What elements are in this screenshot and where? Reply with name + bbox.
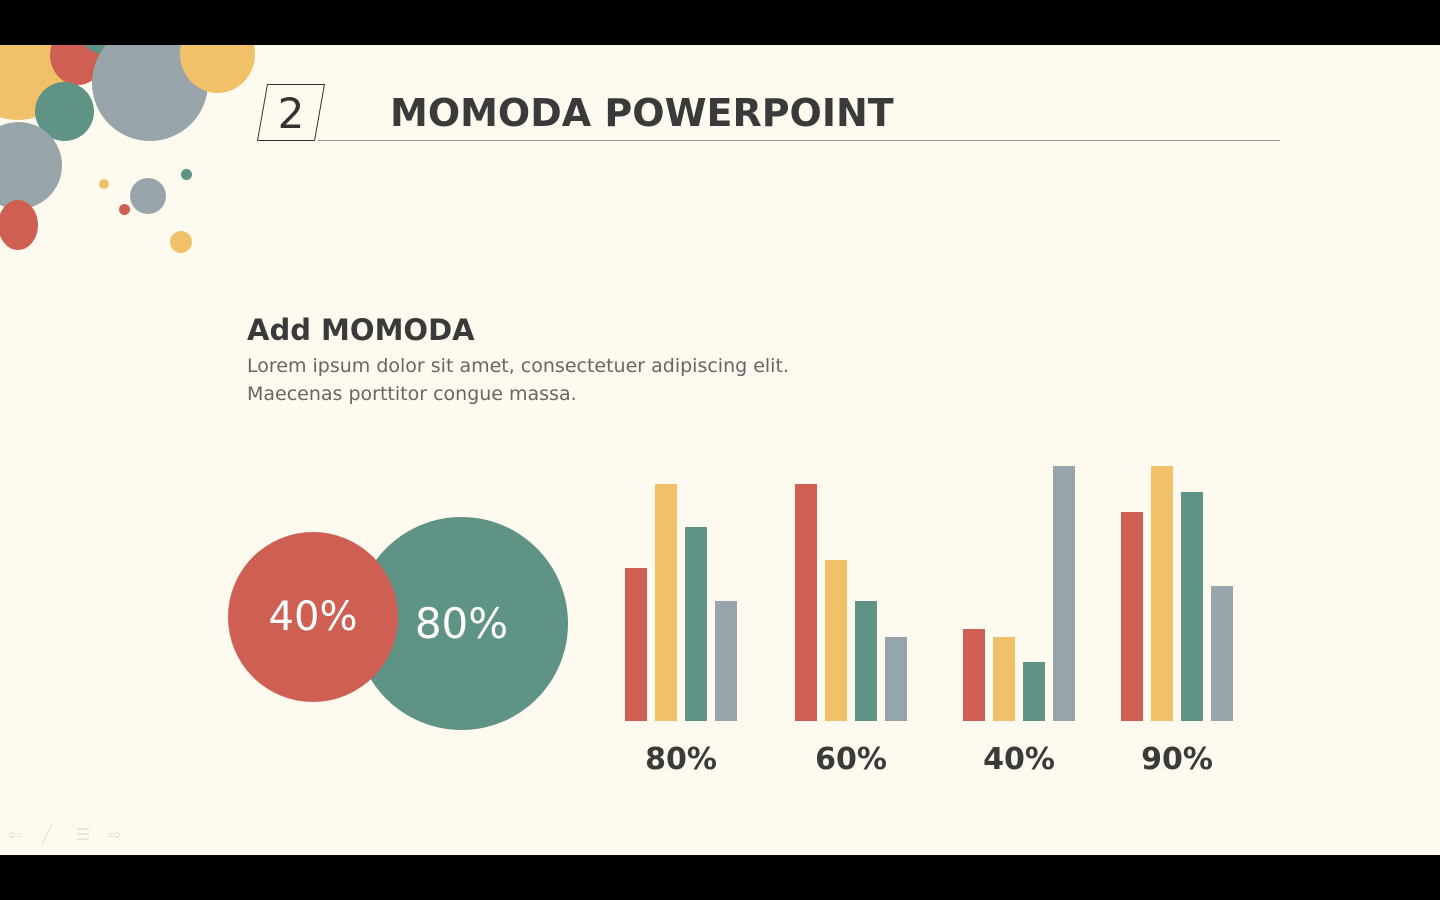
bar-group4-series2 <box>1151 466 1173 721</box>
slide: 2 MOMODA POWERPOINT Add MOMODA Lorem ips… <box>0 45 1440 855</box>
category-label: 60% <box>815 742 887 777</box>
bar-group4-series3 <box>1181 491 1203 721</box>
bar-group2-series3 <box>855 601 877 721</box>
circle-40: 40% <box>228 532 398 702</box>
body-text-line: Lorem ipsum dolor sit amet, consectetuer… <box>247 355 789 377</box>
bar-group2-series2 <box>825 560 847 721</box>
bar-group1-series4 <box>715 601 737 721</box>
menu-icon[interactable]: ☰ <box>76 825 91 844</box>
bar-group3-series2 <box>993 636 1015 721</box>
title-divider <box>318 140 1280 141</box>
bar-group2-series4 <box>885 636 907 721</box>
slide-number: 2 <box>277 89 305 138</box>
category-label: 40% <box>983 742 1055 777</box>
category-label: 90% <box>1141 742 1213 777</box>
arrow-left-icon[interactable]: ⇦ <box>8 825 22 844</box>
bar-group2-series1 <box>795 483 817 721</box>
slide-title: MOMODA POWERPOINT <box>390 91 894 135</box>
arrow-right-icon[interactable]: ⇨ <box>108 825 122 844</box>
bar-group1-series3 <box>685 527 707 721</box>
circle-80-label: 80% <box>414 599 509 648</box>
category-label: 80% <box>645 742 717 777</box>
pen-icon[interactable]: ╱ <box>42 825 52 844</box>
bar-group3-series3 <box>1023 662 1045 721</box>
section-heading: Add MOMODA <box>247 313 475 347</box>
bar-group3-series4 <box>1053 466 1075 721</box>
body-text-line: Maecenas porttitor congue massa. <box>247 383 577 405</box>
bar-group4-series1 <box>1121 511 1143 721</box>
bar-group3-series1 <box>963 629 985 721</box>
bar-group4-series4 <box>1211 585 1233 721</box>
bar-group1-series2 <box>655 483 677 721</box>
circle-40-label: 40% <box>268 594 358 640</box>
bar-group1-series1 <box>625 568 647 721</box>
